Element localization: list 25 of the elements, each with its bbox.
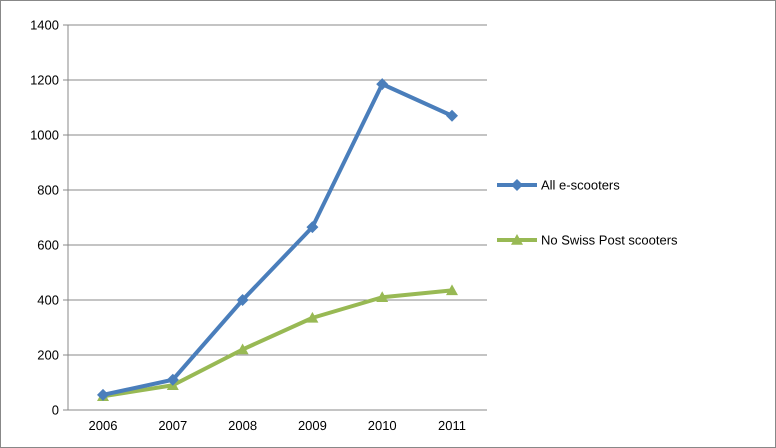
legend-label: All e-scooters <box>541 178 620 193</box>
point <box>236 344 249 354</box>
y-tick-label: 400 <box>37 292 59 308</box>
x-tick-label: 2010 <box>368 418 397 433</box>
point <box>446 284 458 296</box>
point <box>376 78 388 90</box>
y-tick-label: 800 <box>37 182 59 198</box>
y-tick-label: 1200 <box>30 72 59 88</box>
point <box>166 374 179 386</box>
x-tick-label: 2007 <box>158 418 188 433</box>
y-tick-label: 600 <box>37 238 59 253</box>
x-tick-label: 2011 <box>438 418 466 433</box>
legend-label: No Swiss Post scooters <box>541 232 678 248</box>
x-tick-label: 2009 <box>298 418 327 433</box>
y-tick-label: 1400 <box>30 18 59 33</box>
x-tick-label: 2008 <box>228 418 258 433</box>
point <box>306 312 318 323</box>
y-tick-label: 200 <box>37 348 59 363</box>
point <box>306 221 318 234</box>
x-tick-label: 2006 <box>88 418 118 433</box>
point <box>446 110 458 122</box>
y-tick-label: 1000 <box>30 128 59 143</box>
y-tick-label: 0 <box>52 402 59 418</box>
point <box>376 291 388 302</box>
point <box>236 294 249 306</box>
